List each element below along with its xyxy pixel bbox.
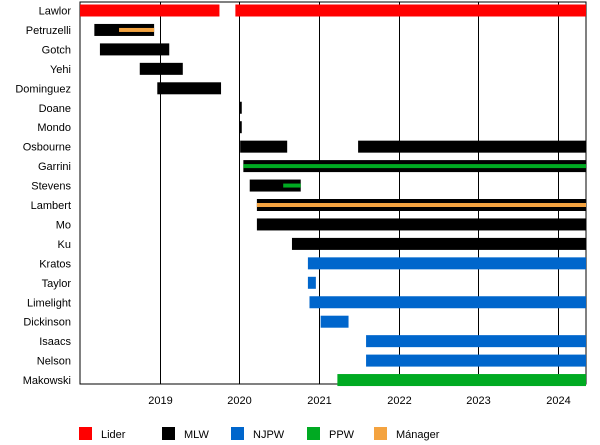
bar-kratos-njpw (307, 257, 586, 270)
bar-gotch-mlw (99, 43, 170, 56)
legend-swatch-mlw (162, 427, 175, 440)
legend-item-manager: Mánager (374, 427, 440, 441)
row-label-yehi: Yehi (50, 64, 71, 76)
x-tick-label: 2021 (307, 395, 331, 407)
legend-item-mlw: MLW (162, 427, 209, 441)
legend-item-ppw: PPW (307, 427, 355, 441)
bar-lambert-manager-stripe (256, 203, 586, 207)
bars (80, 4, 587, 387)
bar-stevens-ppw-stripe (283, 183, 301, 188)
bar-garrini-ppw-stripe (243, 164, 587, 169)
row-label-makowski: Makowski (23, 375, 71, 387)
legend-label-lider: Lider (101, 429, 126, 441)
bar-isaacs-njpw (366, 335, 586, 348)
row-label-garrini: Garrini (38, 161, 71, 173)
bar-ku-mlw (291, 237, 586, 250)
x-tick-label: 2023 (466, 395, 490, 407)
legend: Lider MLW NJPW PPW Mánager (79, 427, 440, 441)
bar-osbourne-mlw (358, 140, 586, 153)
row-label-nelson: Nelson (37, 356, 71, 368)
row-label-taylor: Taylor (42, 278, 72, 290)
row-label-ku: Ku (58, 239, 71, 251)
legend-swatch-lider (79, 427, 92, 440)
legend-item-njpw: NJPW (231, 427, 285, 441)
x-tick-label: 2019 (148, 395, 172, 407)
legend-item-lider: Lider (79, 427, 126, 441)
row-label-mondo: Mondo (37, 122, 71, 134)
row-label-stevens: Stevens (31, 181, 71, 193)
row-label-lawlor: Lawlor (39, 6, 72, 18)
bar-limelight-njpw (309, 296, 586, 309)
bar-doane-mlw (239, 101, 242, 114)
bar-lawlor-lider (235, 4, 586, 17)
bar-mo-mlw (256, 218, 586, 231)
row-label-osbourne: Osbourne (23, 142, 71, 154)
bar-osbourne-mlw (240, 140, 288, 153)
bar-nelson-njpw (366, 354, 586, 367)
row-label-petruzelli: Petruzelli (26, 25, 71, 37)
bar-taylor-njpw (307, 276, 316, 289)
row-label-mo: Mo (56, 219, 71, 231)
x-tick-label: 2020 (227, 395, 251, 407)
bar-stevens-mlw (249, 179, 301, 192)
row-label-lambert: Lambert (31, 200, 71, 212)
row-labels: Lawlor Petruzelli Gotch Yehi Dominguez Doane M… (15, 6, 71, 388)
legend-swatch-manager (374, 427, 387, 440)
row-label-dickinson: Dickinson (23, 317, 71, 329)
bar-mondo-mlw (239, 121, 242, 134)
legend-label-manager: Mánager (396, 429, 440, 441)
row-label-doane: Doane (39, 103, 71, 115)
legend-label-mlw: MLW (184, 429, 209, 441)
legend-swatch-ppw (307, 427, 320, 440)
x-tick-label: 2024 (546, 395, 570, 407)
bar-dickinson-njpw (320, 315, 349, 328)
row-label-kratos: Kratos (39, 258, 71, 270)
row-label-gotch: Gotch (42, 44, 71, 56)
row-label-dominguez: Dominguez (15, 83, 71, 95)
legend-label-njpw: NJPW (253, 429, 285, 441)
legend-swatch-njpw (231, 427, 244, 440)
x-tick-label: 2022 (387, 395, 411, 407)
bar-dominguez-mlw (157, 82, 222, 95)
x-axis-ticks: 2019 2020 2021 2022 2023 2024 (148, 395, 570, 407)
bar-petruzelli-manager-stripe (119, 27, 155, 32)
legend-label-ppw: PPW (329, 429, 355, 441)
bar-lawlor-lider (80, 4, 220, 17)
row-label-limelight: Limelight (27, 297, 71, 309)
bar-makowski-ppw (337, 374, 586, 387)
bar-yehi-mlw (139, 62, 183, 75)
row-label-isaacs: Isaacs (39, 336, 71, 348)
plot-area (79, 1, 587, 387)
